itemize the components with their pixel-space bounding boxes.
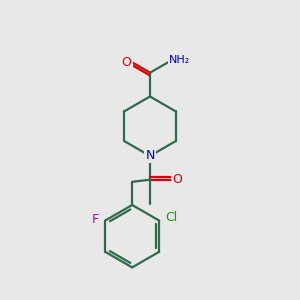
Text: O: O xyxy=(122,56,132,69)
Text: Cl: Cl xyxy=(166,211,178,224)
Text: F: F xyxy=(92,213,99,226)
Text: N: N xyxy=(145,149,155,162)
Text: O: O xyxy=(172,173,182,186)
Text: NH₂: NH₂ xyxy=(169,55,190,65)
